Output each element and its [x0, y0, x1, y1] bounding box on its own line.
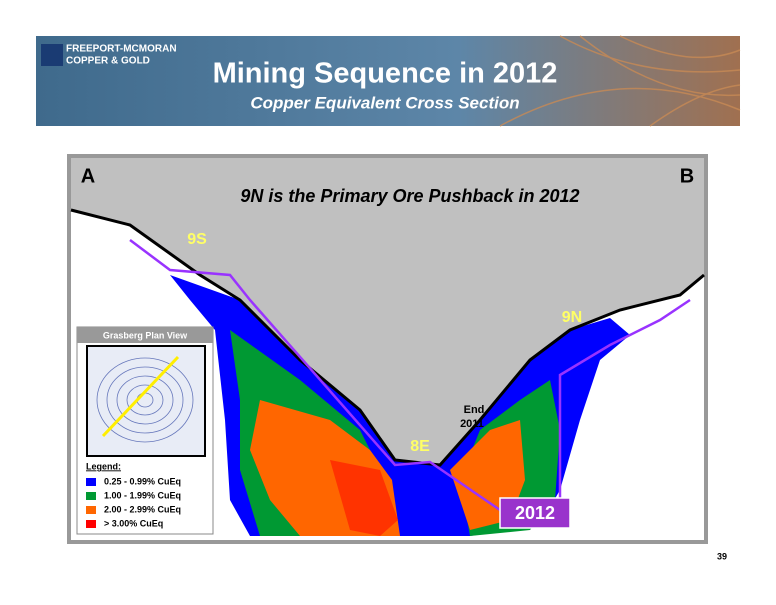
- section-end-label: B: [680, 165, 694, 187]
- legend-label: 2.00 - 2.99% CuEq: [104, 504, 181, 514]
- zone-label: 8E: [410, 438, 430, 455]
- inset-title: Grasberg Plan View: [103, 330, 188, 340]
- legend: 0.25 - 0.99% CuEq 1.00 - 1.99% CuEq 2.00 -…: [86, 476, 181, 528]
- section-heading: 9N is the Primary Ore Pushback in 2012: [240, 186, 579, 206]
- header-band: [36, 36, 740, 126]
- legend-swatch: [86, 492, 96, 500]
- plan-view-map: [86, 345, 206, 457]
- subtitle: Copper Equivalent Cross Section: [250, 93, 519, 112]
- annotation: 2011: [460, 418, 484, 430]
- legend-label: 1.00 - 1.99% CuEq: [104, 490, 181, 500]
- section-end-label: A: [81, 165, 95, 187]
- title: Mining Sequence in 2012: [213, 58, 558, 90]
- pit-2012-line: [129, 239, 691, 512]
- copper-wires: [499, 35, 741, 127]
- zone-label: 9S: [187, 231, 207, 248]
- legend-title: Legend:: [86, 461, 121, 471]
- company-name: FREEPORT-MCMORAN: [66, 44, 177, 55]
- year-badge: [499, 497, 571, 529]
- section-line: [101, 355, 180, 438]
- year-label: 2012: [515, 503, 555, 523]
- overburden: [71, 158, 704, 465]
- legend-label: > 3.00% CuEq: [104, 518, 163, 528]
- annotation: End: [464, 404, 485, 416]
- legend-swatch: [86, 478, 96, 486]
- top-grade-zone: [330, 460, 398, 536]
- logo-mark: [41, 44, 63, 66]
- low-grade-zone: [405, 470, 455, 536]
- company-name: COPPER & GOLD: [66, 56, 150, 67]
- legend-swatch: [86, 520, 96, 528]
- page-number: 39: [717, 551, 727, 561]
- legend-label: 0.25 - 0.99% CuEq: [104, 476, 181, 486]
- inset-header: [77, 327, 213, 343]
- legend-swatch: [86, 506, 96, 514]
- zone-label: 9N: [562, 309, 582, 326]
